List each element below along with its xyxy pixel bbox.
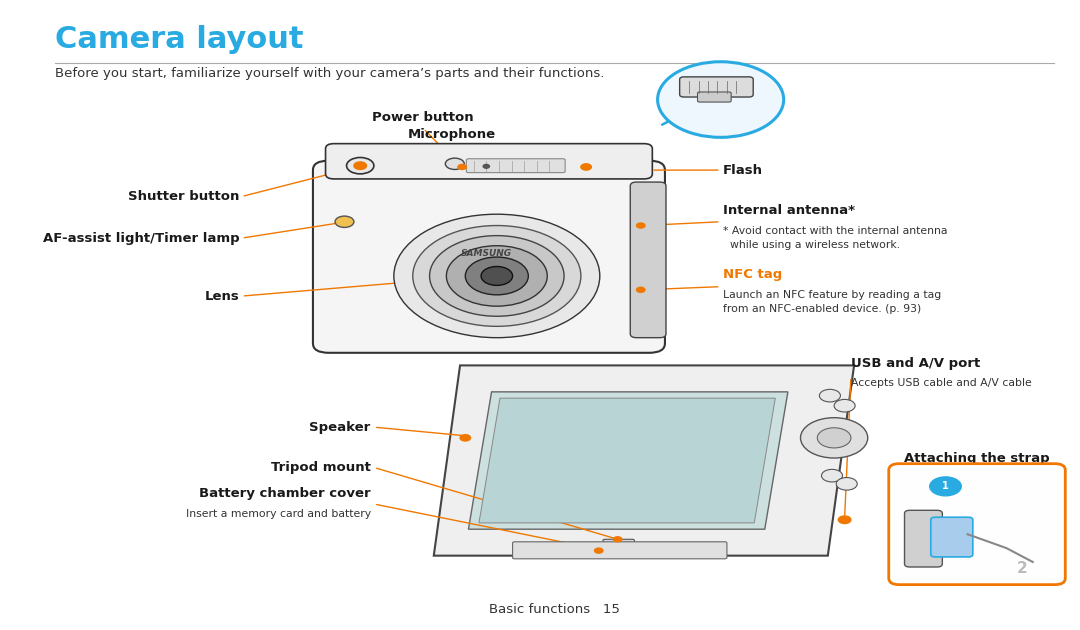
FancyBboxPatch shape [931,517,973,557]
Polygon shape [469,392,788,529]
Circle shape [581,164,592,170]
Text: SAMSUNG: SAMSUNG [461,249,512,258]
Circle shape [335,216,354,227]
Text: AF-assist light/Timer lamp: AF-assist light/Timer lamp [43,232,240,244]
Text: Shutter button: Shutter button [129,190,240,203]
Circle shape [394,214,599,338]
Circle shape [481,266,513,285]
Text: 2: 2 [1017,561,1027,576]
Text: * Avoid contact with the internal antenna
  while using a wireless network.: * Avoid contact with the internal antenn… [723,226,947,249]
Circle shape [465,257,528,295]
Circle shape [636,223,645,228]
Circle shape [446,246,548,306]
Circle shape [413,226,581,326]
FancyBboxPatch shape [603,539,634,552]
Text: Flash: Flash [723,164,762,176]
Text: Basic functions   15: Basic functions 15 [489,603,620,616]
Text: NFC tag: NFC tag [723,268,782,281]
Circle shape [818,428,851,448]
Circle shape [347,158,374,174]
Text: Battery chamber cover: Battery chamber cover [199,487,370,500]
FancyBboxPatch shape [467,159,565,173]
FancyBboxPatch shape [325,144,652,179]
Circle shape [613,537,622,542]
FancyBboxPatch shape [679,77,753,97]
Text: Launch an NFC feature by reading a tag
from an NFC-enabled device. (p. 93): Launch an NFC feature by reading a tag f… [723,290,941,314]
Circle shape [658,62,784,137]
FancyBboxPatch shape [631,182,666,338]
Circle shape [636,287,645,292]
FancyBboxPatch shape [698,92,731,102]
Circle shape [354,162,366,169]
Text: Camera layout: Camera layout [55,25,303,54]
Polygon shape [434,365,854,556]
Circle shape [836,478,858,490]
Circle shape [930,477,961,496]
Circle shape [445,158,464,169]
Circle shape [460,435,471,441]
Circle shape [430,236,564,316]
Text: Accepts USB cable and A/V cable: Accepts USB cable and A/V cable [851,378,1031,388]
Text: USB and A/V port: USB and A/V port [851,357,981,370]
Text: Microphone: Microphone [407,128,496,141]
Text: Internal antenna*: Internal antenna* [723,203,854,217]
Polygon shape [478,398,775,523]
Text: Speaker: Speaker [310,421,370,433]
Text: 1: 1 [942,481,949,491]
Circle shape [838,516,851,524]
Circle shape [822,469,842,482]
Text: Tripod mount: Tripod mount [271,461,370,474]
Circle shape [800,418,867,458]
Text: Power button: Power button [373,111,474,124]
Text: Attaching the strap: Attaching the strap [904,452,1050,465]
Circle shape [820,389,840,402]
Text: Before you start, familiarize yourself with your camera’s parts and their functi: Before you start, familiarize yourself w… [55,67,605,81]
Text: Lens: Lens [204,290,240,302]
Circle shape [483,164,489,168]
FancyBboxPatch shape [889,464,1065,585]
FancyBboxPatch shape [905,510,943,567]
Text: Insert a memory card and battery: Insert a memory card and battery [186,509,370,519]
Circle shape [595,548,603,553]
FancyBboxPatch shape [313,161,665,353]
Circle shape [834,399,855,412]
Circle shape [458,164,467,169]
FancyBboxPatch shape [513,542,727,559]
